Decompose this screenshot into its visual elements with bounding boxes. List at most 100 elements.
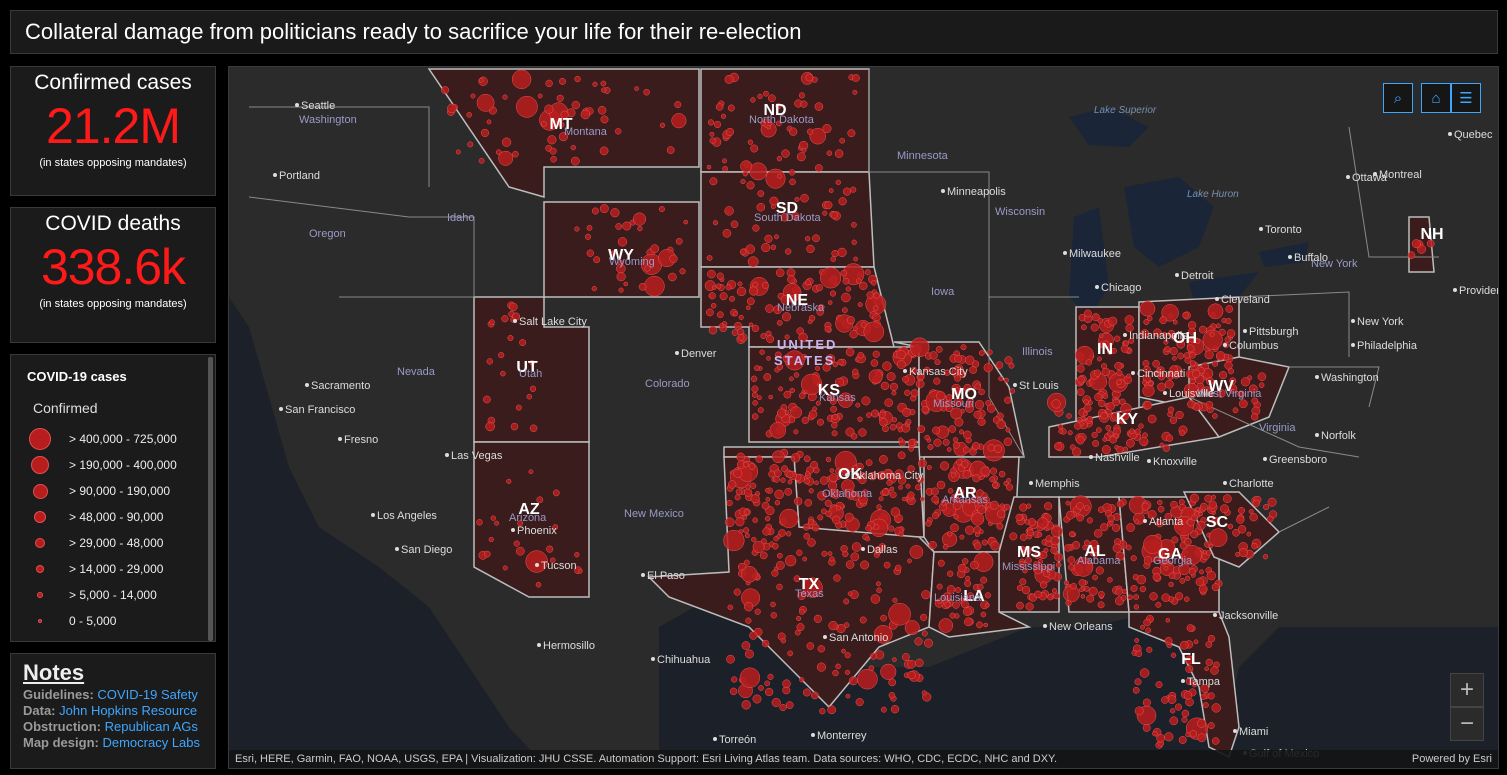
case-bubble[interactable]: [889, 486, 895, 492]
case-bubble[interactable]: [545, 79, 553, 88]
case-bubble[interactable]: [1257, 372, 1267, 381]
case-bubble[interactable]: [622, 221, 632, 231]
case-bubble[interactable]: [725, 284, 732, 291]
case-bubble[interactable]: [1124, 315, 1134, 325]
case-bubble[interactable]: [719, 292, 728, 301]
case-bubble[interactable]: [1202, 329, 1223, 350]
case-bubble[interactable]: [890, 705, 900, 714]
case-bubble[interactable]: [954, 417, 964, 427]
case-bubble[interactable]: [798, 332, 808, 343]
case-bubble[interactable]: [815, 365, 820, 371]
case-bubble[interactable]: [476, 519, 483, 526]
case-bubble[interactable]: [716, 283, 722, 289]
case-bubble[interactable]: [907, 659, 916, 669]
case-bubble[interactable]: [958, 489, 965, 495]
case-bubble[interactable]: [1167, 406, 1175, 413]
case-bubble[interactable]: [1070, 582, 1077, 590]
case-bubble[interactable]: [798, 392, 806, 400]
case-bubble[interactable]: [707, 119, 715, 126]
case-bubble[interactable]: [760, 120, 766, 127]
case-bubble[interactable]: [1179, 430, 1186, 437]
case-bubble[interactable]: [816, 284, 823, 292]
case-bubble[interactable]: [1132, 686, 1140, 694]
case-bubble[interactable]: [1116, 500, 1124, 508]
case-bubble[interactable]: [950, 523, 959, 533]
case-bubble[interactable]: [1026, 503, 1032, 509]
case-bubble[interactable]: [1034, 590, 1042, 599]
case-bubble[interactable]: [1051, 399, 1061, 409]
case-bubble[interactable]: [771, 697, 781, 708]
case-bubble[interactable]: [764, 234, 773, 243]
case-bubble[interactable]: [997, 509, 1006, 518]
case-bubble[interactable]: [858, 428, 867, 437]
case-bubble[interactable]: [819, 708, 826, 715]
case-bubble[interactable]: [716, 311, 724, 319]
case-bubble[interactable]: [1122, 446, 1129, 452]
case-bubble[interactable]: [888, 525, 895, 532]
case-bubble[interactable]: [768, 394, 773, 400]
case-bubble[interactable]: [1210, 666, 1219, 675]
case-bubble[interactable]: [1083, 586, 1090, 592]
case-bubble[interactable]: [786, 470, 794, 479]
case-bubble[interactable]: [546, 545, 554, 553]
case-bubble[interactable]: [980, 611, 987, 618]
case-bubble[interactable]: [1076, 436, 1085, 445]
case-bubble[interactable]: [1115, 551, 1125, 561]
case-bubble[interactable]: [822, 363, 831, 372]
case-bubble[interactable]: [750, 97, 756, 103]
case-bubble[interactable]: [1125, 544, 1132, 551]
case-bubble[interactable]: [898, 531, 904, 537]
case-bubble[interactable]: [763, 90, 769, 97]
case-bubble[interactable]: [853, 256, 858, 262]
case-bubble[interactable]: [842, 277, 850, 285]
case-bubble[interactable]: [849, 330, 858, 339]
case-bubble[interactable]: [940, 500, 946, 506]
case-bubble[interactable]: [817, 382, 822, 388]
case-bubble[interactable]: [1051, 588, 1058, 594]
case-bubble[interactable]: [936, 391, 946, 401]
case-bubble[interactable]: [1082, 411, 1088, 417]
case-bubble[interactable]: [928, 540, 937, 550]
case-bubble[interactable]: [814, 102, 824, 111]
case-bubble[interactable]: [1191, 514, 1198, 522]
case-bubble[interactable]: [1139, 585, 1147, 593]
case-bubble[interactable]: [1145, 627, 1152, 634]
case-bubble[interactable]: [1112, 398, 1120, 407]
case-bubble[interactable]: [1142, 384, 1155, 397]
case-bubble[interactable]: [637, 225, 643, 232]
case-bubble[interactable]: [745, 484, 751, 490]
case-bubble[interactable]: [963, 446, 970, 454]
case-bubble[interactable]: [1181, 716, 1188, 723]
case-bubble[interactable]: [501, 137, 512, 147]
case-bubble[interactable]: [1009, 388, 1016, 394]
case-bubble[interactable]: [1096, 356, 1102, 362]
case-bubble[interactable]: [751, 324, 760, 333]
case-bubble[interactable]: [1240, 377, 1251, 387]
case-bubble[interactable]: [1112, 523, 1121, 532]
case-bubble[interactable]: [757, 93, 763, 100]
case-bubble[interactable]: [1127, 594, 1133, 601]
case-bubble[interactable]: [770, 204, 776, 210]
case-bubble[interactable]: [1069, 531, 1076, 538]
case-bubble[interactable]: [744, 533, 750, 539]
case-bubble[interactable]: [859, 616, 867, 624]
case-bubble[interactable]: [1183, 352, 1191, 359]
case-bubble[interactable]: [778, 386, 784, 392]
case-bubble[interactable]: [1153, 328, 1162, 337]
case-bubble[interactable]: [502, 94, 508, 100]
case-bubble[interactable]: [910, 389, 919, 397]
case-bubble[interactable]: [794, 629, 801, 636]
case-bubble[interactable]: [886, 479, 893, 486]
case-bubble[interactable]: [1155, 519, 1164, 528]
case-bubble[interactable]: [658, 206, 665, 213]
case-bubble[interactable]: [949, 612, 956, 619]
case-bubble[interactable]: [727, 604, 734, 611]
case-bubble[interactable]: [749, 631, 758, 640]
case-bubble[interactable]: [1189, 360, 1196, 367]
case-bubble[interactable]: [1140, 624, 1145, 630]
case-bubble[interactable]: [998, 470, 1006, 478]
notes-link[interactable]: COVID-19 Safety: [97, 687, 198, 702]
case-bubble[interactable]: [1198, 511, 1203, 517]
case-bubble[interactable]: [1083, 539, 1090, 546]
case-bubble[interactable]: [841, 292, 851, 303]
